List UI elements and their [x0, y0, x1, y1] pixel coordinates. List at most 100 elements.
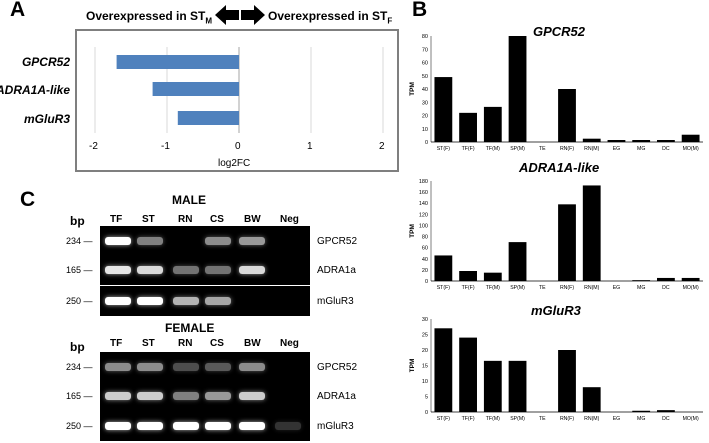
- y-tick-label: 5: [425, 395, 428, 401]
- gel-band: [205, 363, 231, 371]
- gel-strip-gpcr52: [100, 352, 310, 382]
- x-tick-label: RN(M): [584, 416, 600, 422]
- bp-size-label: 165 —: [66, 265, 93, 275]
- panel-letter-b: B: [412, 0, 428, 21]
- x-tick-label: MG: [637, 285, 645, 291]
- y-axis-label: TPM: [409, 224, 416, 238]
- gel-band: [173, 392, 199, 400]
- gel-band: [205, 297, 231, 305]
- gene-label-mglur3: mGluR3: [23, 112, 70, 126]
- x-tick-label: DC: [662, 285, 670, 291]
- tpm-bar: [657, 140, 675, 142]
- y-tick-label: 15: [422, 364, 428, 370]
- y-tick-label: 160: [419, 190, 428, 196]
- y-tick-label: 20: [422, 348, 428, 354]
- gel-band: [205, 392, 231, 400]
- chart-title-mglur3: mGluR3: [531, 303, 581, 318]
- y-tick-label: 60: [422, 246, 428, 252]
- gel-gene-label: mGluR3: [317, 296, 354, 307]
- gel-band: [137, 422, 163, 430]
- panel-a-frame: [75, 29, 399, 172]
- x-tick-label: EG: [613, 285, 621, 291]
- tpm-bar: [508, 36, 527, 142]
- tpm-bar: [459, 112, 477, 142]
- gel-strip-mglur3: [100, 286, 310, 316]
- bp-label: bp: [70, 340, 85, 354]
- y-tick-label: 0: [425, 410, 428, 416]
- gel-band: [105, 237, 131, 245]
- gel-band: [105, 422, 131, 430]
- x-tick-label: TF(M): [486, 146, 500, 152]
- gel-band: [137, 297, 163, 305]
- tpm-bar: [483, 106, 502, 142]
- x-tick-label: TE: [539, 416, 546, 422]
- x-tick-label: TF(F): [462, 146, 475, 152]
- gel-band: [105, 363, 131, 371]
- y-tick-label: 80: [422, 34, 428, 40]
- y-tick-label: 10: [422, 127, 428, 133]
- x-tick-label: 0: [235, 141, 241, 152]
- y-tick-label: 50: [422, 74, 428, 80]
- tpm-bar: [582, 387, 601, 412]
- lane-label-bw: BW: [244, 214, 261, 225]
- bar-mGluR3: [177, 111, 239, 125]
- x-tick-label: RN(F): [560, 285, 574, 291]
- bp-size-label: 234 —: [66, 362, 93, 372]
- gene-label-adra1a: ADRA1A-like: [0, 83, 70, 97]
- tpm-bar: [508, 360, 527, 412]
- x-tick-label: RN(M): [584, 146, 600, 152]
- y-tick-label: 100: [419, 223, 428, 229]
- gel-band: [137, 363, 163, 371]
- gel-strip-adra1a: [100, 255, 310, 285]
- x-tick-label: RN(F): [560, 146, 574, 152]
- y-tick-label: 0: [425, 140, 428, 146]
- y-tick-label: 30: [422, 100, 428, 106]
- x-tick-label: 2: [379, 141, 385, 152]
- gel-band: [173, 266, 199, 274]
- double-arrow-icon: [215, 5, 265, 25]
- tpm-bar: [632, 410, 651, 412]
- gel-gene-label: mGluR3: [317, 421, 354, 432]
- y-tick-label: 70: [422, 47, 428, 53]
- tpm-bar: [434, 255, 453, 281]
- x-tick-label: TE: [539, 285, 546, 291]
- lane-label-tf: TF: [110, 214, 123, 225]
- x-tick-label: ST(F): [437, 146, 451, 152]
- lane-label-st: ST: [142, 338, 155, 349]
- lane-label-rn: RN: [178, 214, 193, 225]
- gel-band: [239, 392, 265, 400]
- gel-band: [105, 392, 131, 400]
- gel-band: [205, 266, 231, 274]
- x-tick-label: RN(F): [560, 416, 574, 422]
- lane-label-neg: Neg: [280, 214, 299, 225]
- gel-band: [173, 297, 199, 305]
- gel-band: [205, 237, 231, 245]
- y-tick-label: 80: [422, 235, 428, 241]
- lane-label-tf: TF: [110, 338, 123, 349]
- gel-strip-mglur3: [100, 411, 310, 441]
- gel-band: [137, 266, 163, 274]
- lane-label-bw: BW: [244, 338, 261, 349]
- x-tick-label: RN(M): [584, 285, 600, 291]
- gel-title-female: FEMALE: [165, 321, 215, 335]
- y-tick-label: 120: [419, 212, 428, 218]
- x-tick-label: TF(F): [462, 285, 475, 291]
- x-tick-label: 1: [307, 141, 313, 152]
- tpm-bar: [632, 280, 651, 281]
- tpm-bar: [657, 410, 675, 412]
- x-tick-label: EG: [613, 416, 621, 422]
- tpm-bar: [632, 140, 651, 142]
- x-tick-label: -2: [89, 141, 98, 152]
- y-axis-label: TPM: [409, 82, 416, 96]
- y-tick-label: 180: [419, 179, 428, 185]
- tpm-bar: [508, 242, 527, 281]
- gel-title-male: MALE: [172, 193, 206, 207]
- bp-size-label: 250 —: [66, 421, 93, 431]
- lane-label-rn: RN: [178, 338, 193, 349]
- x-tick-label: TE: [539, 146, 546, 152]
- gel-gene-label: ADRA1a: [317, 265, 356, 276]
- gel-gene-label: GPCR52: [317, 236, 358, 247]
- gel-band: [173, 422, 199, 430]
- bp-size-label: 250 —: [66, 296, 93, 306]
